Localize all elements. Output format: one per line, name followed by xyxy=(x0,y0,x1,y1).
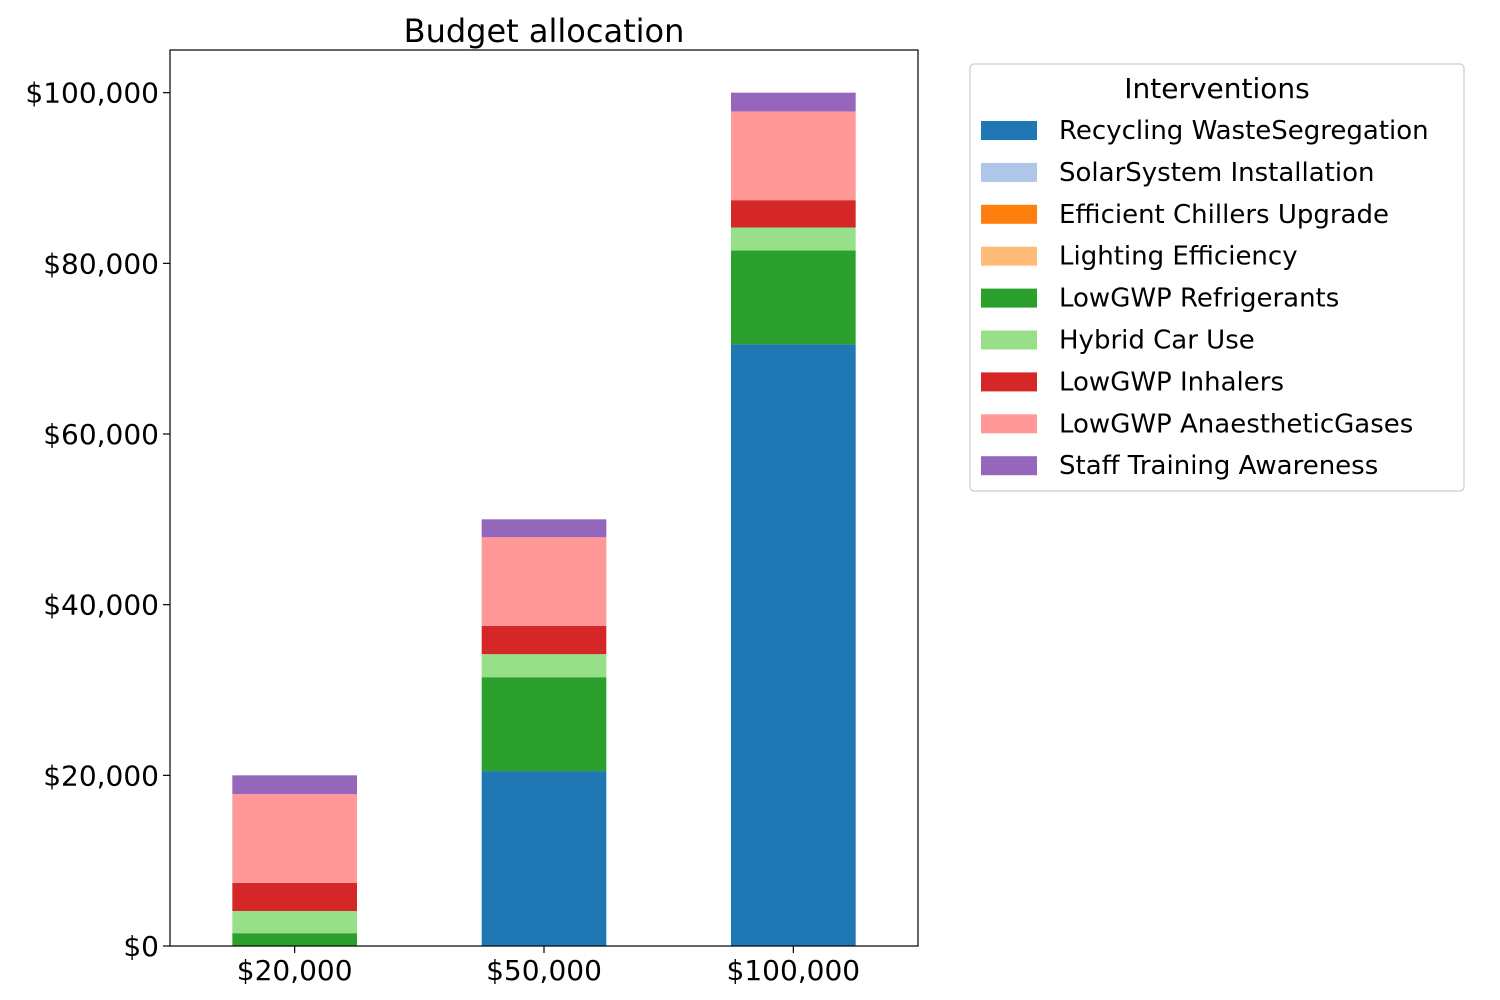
chart-title: Budget allocation xyxy=(404,12,685,50)
bar-segment xyxy=(232,882,357,912)
bar-segment xyxy=(731,227,856,251)
legend-swatch xyxy=(981,162,1037,182)
legend-label: Recycling WasteSegregation xyxy=(1059,116,1429,146)
legend-label: LowGWP AnaestheticGases xyxy=(1059,409,1413,439)
bar-segment xyxy=(481,677,607,772)
legend-frame xyxy=(969,63,1465,492)
legend-swatch xyxy=(981,330,1037,350)
legend-label: Efficient Chillers Upgrade xyxy=(1059,200,1389,230)
y-axis: $0 $20,000 $40,000 $60,000 $80,000 $100,000 xyxy=(25,77,170,963)
y-tick-label: $80,000 xyxy=(43,247,159,280)
legend-swatch xyxy=(981,121,1037,140)
bar-segment xyxy=(731,250,856,345)
legend-swatch xyxy=(981,246,1037,266)
legend-label: Hybrid Car Use xyxy=(1059,326,1255,356)
bar-segment xyxy=(481,626,607,655)
legend-swatch xyxy=(981,288,1037,308)
bar-segment xyxy=(481,771,607,946)
legend-swatch xyxy=(981,414,1037,434)
bar-segment xyxy=(731,344,856,946)
bar-segment xyxy=(731,92,856,112)
x-tick-label: $50,000 xyxy=(486,954,602,987)
bar-segment xyxy=(731,111,856,201)
legend: Interventions Recycling WasteSegregation… xyxy=(969,63,1465,492)
bar-segment xyxy=(232,911,357,934)
bar-segment xyxy=(481,654,607,678)
bar-segment xyxy=(232,775,357,795)
legend-swatch xyxy=(981,204,1037,224)
legend-label: LowGWP Refrigerants xyxy=(1059,284,1339,314)
bar-segment xyxy=(481,519,607,538)
legend-swatch xyxy=(981,456,1037,476)
bars-group xyxy=(232,92,856,946)
legend-title: Interventions xyxy=(1124,72,1310,105)
x-tick-label: $100,000 xyxy=(727,954,861,987)
bar-segment xyxy=(232,794,357,883)
legend-items: Recycling WasteSegregation SolarSystem In… xyxy=(981,116,1429,481)
bar-segment xyxy=(731,200,856,228)
y-tick-label: $0 xyxy=(123,930,159,963)
x-tick-label: $20,000 xyxy=(237,954,353,987)
y-tick-label: $100,000 xyxy=(25,77,159,110)
legend-label: LowGWP Inhalers xyxy=(1059,367,1284,397)
y-tick-label: $40,000 xyxy=(43,589,159,622)
y-tick-label: $20,000 xyxy=(43,759,159,792)
legend-swatch xyxy=(981,372,1037,392)
y-tick-label: $60,000 xyxy=(43,418,159,451)
x-axis: $20,000 $50,000 $100,000 xyxy=(237,946,860,987)
bar-segment xyxy=(232,933,357,946)
legend-label: Staff Training Awareness xyxy=(1059,451,1378,481)
legend-label: SolarSystem Installation xyxy=(1059,158,1374,188)
bar-segment xyxy=(481,537,607,626)
legend-label: Lighting Efficiency xyxy=(1059,242,1298,272)
